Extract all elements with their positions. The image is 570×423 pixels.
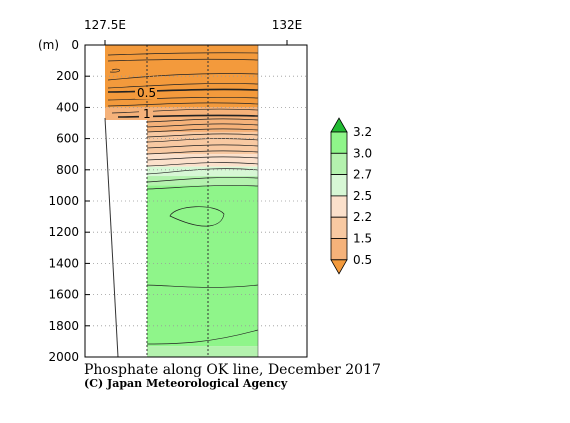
band-4-right — [147, 166, 258, 177]
band-5-left — [105, 176, 147, 185]
colorbar-segment — [330, 216, 348, 239]
x-axis: 127.5E 132E — [84, 18, 302, 45]
y-tick-label: 1800 — [48, 319, 79, 333]
y-axis-unit: (m) — [38, 38, 59, 52]
colorbar-label: 2.2 — [353, 210, 372, 224]
y-tick-label: 1000 — [48, 194, 79, 208]
colorbar-label: 2.7 — [353, 168, 372, 182]
colorbar-segment — [330, 195, 348, 218]
contour-label-1: 1 — [143, 107, 151, 121]
colorbar: 3.2 3.0 2.7 2.5 2.2 1.5 0.5 — [330, 117, 372, 275]
contour-label-0-5: 0.5 — [137, 86, 156, 100]
y-axis: 0 200 400 600 800 1000 1200 1400 1600 1800 2000 — [48, 38, 90, 364]
y-tick-label: 0 — [71, 38, 79, 52]
x-tick-label: 127.5E — [84, 18, 126, 32]
contour-label-group: 0.5 1 — [135, 86, 157, 121]
band-2-left — [105, 132, 147, 154]
colorbar-segment — [330, 174, 348, 197]
colorbar-label: 1.5 — [353, 232, 372, 246]
colorbar-label: 0.5 — [353, 253, 372, 267]
x-tick-label: 132E — [272, 18, 303, 32]
band-3-right — [147, 154, 258, 167]
band-2-right — [147, 132, 258, 155]
band-6-left — [105, 185, 147, 346]
band-6-right — [147, 185, 258, 347]
y-tick-label: 2000 — [48, 350, 79, 364]
y-tick-label: 1400 — [48, 256, 79, 270]
band-1-right — [147, 107, 258, 133]
colorbar-label: 3.0 — [353, 146, 372, 160]
colorbar-label: 3.2 — [353, 125, 372, 139]
y-tick-label: 200 — [56, 69, 79, 83]
y-tick-label: 800 — [56, 163, 79, 177]
band-5-right — [147, 176, 258, 186]
colorbar-label: 2.5 — [353, 189, 372, 203]
bottom-profile-line — [104, 117, 119, 358]
chart-title: Phosphate along OK line, December 2017 — [84, 362, 381, 378]
y-tick-label: 400 — [56, 100, 79, 114]
colorbar-top-arrow — [330, 117, 348, 133]
colorbar-segment — [330, 238, 348, 261]
y-tick-label: 1200 — [48, 225, 79, 239]
colorbar-segment — [330, 131, 348, 154]
credit-text: (C) Japan Meteorological Agency — [84, 377, 288, 390]
band-4-left — [105, 167, 147, 176]
y-tick-label: 600 — [56, 132, 79, 146]
colorbar-bottom-arrow — [330, 259, 348, 275]
contour-lines — [107, 52, 259, 345]
band-3-left — [105, 154, 147, 166]
grid-lines — [85, 75, 307, 327]
y-tick-label: 1600 — [48, 288, 79, 302]
colorbar-segment — [330, 152, 348, 176]
band-7-right — [147, 346, 258, 357]
band-7-left — [105, 346, 147, 357]
